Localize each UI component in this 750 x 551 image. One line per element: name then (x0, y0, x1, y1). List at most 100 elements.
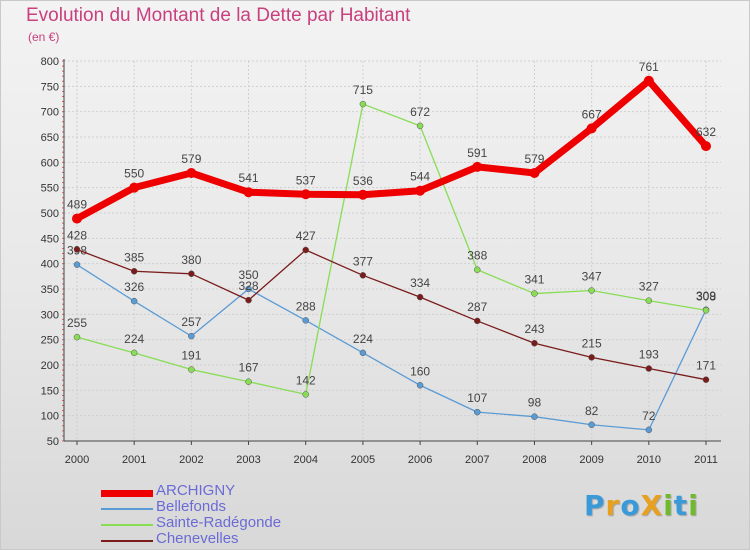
y-tick-label: 100 (41, 411, 59, 423)
data-label-archigny: 536 (353, 174, 373, 188)
chart-unit-label: (en €) (28, 30, 60, 44)
logo-letter: t (673, 489, 689, 522)
data-label-chenevelles: 380 (181, 253, 201, 267)
data-point-sainte-rad-gonde (588, 287, 595, 294)
data-label-sainte-rad-gonde: 142 (296, 373, 316, 387)
y-tick-label: 150 (41, 385, 59, 397)
data-point-sainte-rad-gonde (702, 307, 710, 314)
data-label-archigny: 544 (410, 170, 430, 184)
data-point-bellefonds (302, 317, 309, 324)
data-point-bellefonds (416, 382, 424, 389)
x-tick-label: 2000 (65, 454, 89, 466)
data-point-archigny (243, 187, 254, 198)
series-line-chenevelles (76, 248, 707, 381)
data-label-bellefonds: 82 (585, 404, 599, 418)
data-label-archigny: 489 (67, 198, 87, 212)
y-tick-label: 500 (41, 208, 59, 220)
data-label-archigny: 667 (582, 107, 602, 121)
data-point-chenevelles (302, 246, 309, 254)
data-label-sainte-rad-gonde: 327 (639, 280, 659, 294)
x-tick-label: 2007 (465, 454, 489, 466)
data-point-bellefonds (245, 285, 252, 293)
x-tick-label: 2011 (694, 454, 718, 466)
data-point-chenevelles (188, 270, 195, 278)
data-label-chenevelles: 328 (239, 279, 259, 293)
data-label-bellefonds: 288 (296, 299, 316, 313)
data-point-bellefonds (73, 261, 81, 268)
logo-letter: r (605, 489, 621, 522)
data-point-sainte-rad-gonde (531, 290, 538, 297)
y-tick-label: 250 (41, 335, 59, 347)
data-label-archigny: 579 (524, 152, 544, 166)
y-tick-label: 800 (41, 56, 59, 68)
chart-title: Evolution du Montant de la Dette par Hab… (26, 5, 411, 26)
data-label-sainte-rad-gonde: 341 (524, 273, 544, 287)
data-point-sainte-rad-gonde (474, 266, 481, 273)
data-point-chenevelles (245, 296, 252, 304)
data-point-bellefonds (188, 332, 195, 340)
data-point-archigny (472, 161, 483, 172)
data-point-bellefonds (588, 421, 595, 429)
data-point-sainte-rad-gonde (130, 349, 138, 357)
data-point-sainte-rad-gonde (416, 122, 424, 130)
x-tick-label: 2004 (293, 454, 317, 466)
data-label-archigny: 541 (239, 171, 259, 185)
data-point-sainte-rad-gonde (302, 391, 309, 398)
y-tick-label: 550 (41, 183, 59, 195)
y-tick-label: 700 (41, 107, 59, 119)
data-label-sainte-rad-gonde: 672 (410, 105, 430, 119)
data-label-chenevelles: 334 (410, 276, 430, 290)
x-tick-label: 2001 (122, 454, 146, 466)
logo-letter: X (640, 489, 664, 522)
data-point-archigny (72, 213, 82, 224)
y-tick-label: 750 (41, 81, 59, 93)
legend-swatch (101, 508, 153, 510)
data-point-chenevelles (359, 272, 367, 279)
proxiti-logo: ProXiti (584, 489, 699, 522)
data-point-archigny (415, 185, 426, 196)
logo-letter: P (584, 489, 606, 522)
data-point-bellefonds (645, 426, 653, 434)
y-tick-label: 400 (41, 259, 59, 271)
y-tick-label: 600 (41, 157, 59, 169)
data-point-chenevelles (702, 376, 710, 383)
data-point-chenevelles (474, 317, 481, 325)
data-point-archigny (300, 189, 311, 200)
data-label-sainte-rad-gonde: 167 (239, 361, 259, 375)
data-label-chenevelles: 243 (524, 322, 544, 336)
legend-label: Chenevelles (156, 530, 239, 547)
data-label-chenevelles: 171 (696, 359, 716, 373)
data-point-sainte-rad-gonde (645, 297, 653, 304)
data-point-chenevelles (645, 365, 653, 372)
data-point-bellefonds (130, 297, 138, 305)
data-point-chenevelles (416, 293, 424, 301)
data-label-bellefonds: 309 (696, 289, 716, 303)
data-label-chenevelles: 287 (467, 300, 487, 314)
x-tick-label: 2009 (579, 454, 603, 466)
x-tick-label: 2003 (236, 454, 260, 466)
legend-swatch (101, 489, 153, 497)
data-point-chenevelles (531, 339, 538, 347)
logo-letter: o (620, 489, 641, 522)
series-line-sainte-rad-gonde (76, 103, 707, 396)
y-tick-label: 200 (41, 360, 59, 372)
x-tick-label: 2006 (408, 454, 432, 466)
legend-label: Bellefonds (156, 498, 227, 515)
data-point-bellefonds (474, 408, 481, 416)
data-label-chenevelles: 428 (67, 228, 87, 242)
data-point-archigny (357, 189, 368, 200)
legend-label: Sainte-Radégonde (156, 514, 282, 531)
data-label-chenevelles: 385 (124, 250, 144, 264)
data-label-bellefonds: 257 (181, 315, 201, 329)
data-label-sainte-rad-gonde: 224 (124, 332, 144, 346)
data-point-bellefonds (531, 413, 538, 420)
logo-letter: i (663, 489, 674, 522)
data-label-bellefonds: 350 (239, 268, 259, 282)
data-point-sainte-rad-gonde (188, 366, 195, 373)
data-point-archigny (529, 167, 540, 178)
data-point-bellefonds (359, 349, 367, 357)
data-label-sainte-rad-gonde: 388 (467, 249, 487, 263)
series-line-archigny (73, 77, 710, 223)
data-label-sainte-rad-gonde: 715 (353, 83, 373, 97)
series-line-bellefonds (76, 264, 707, 431)
